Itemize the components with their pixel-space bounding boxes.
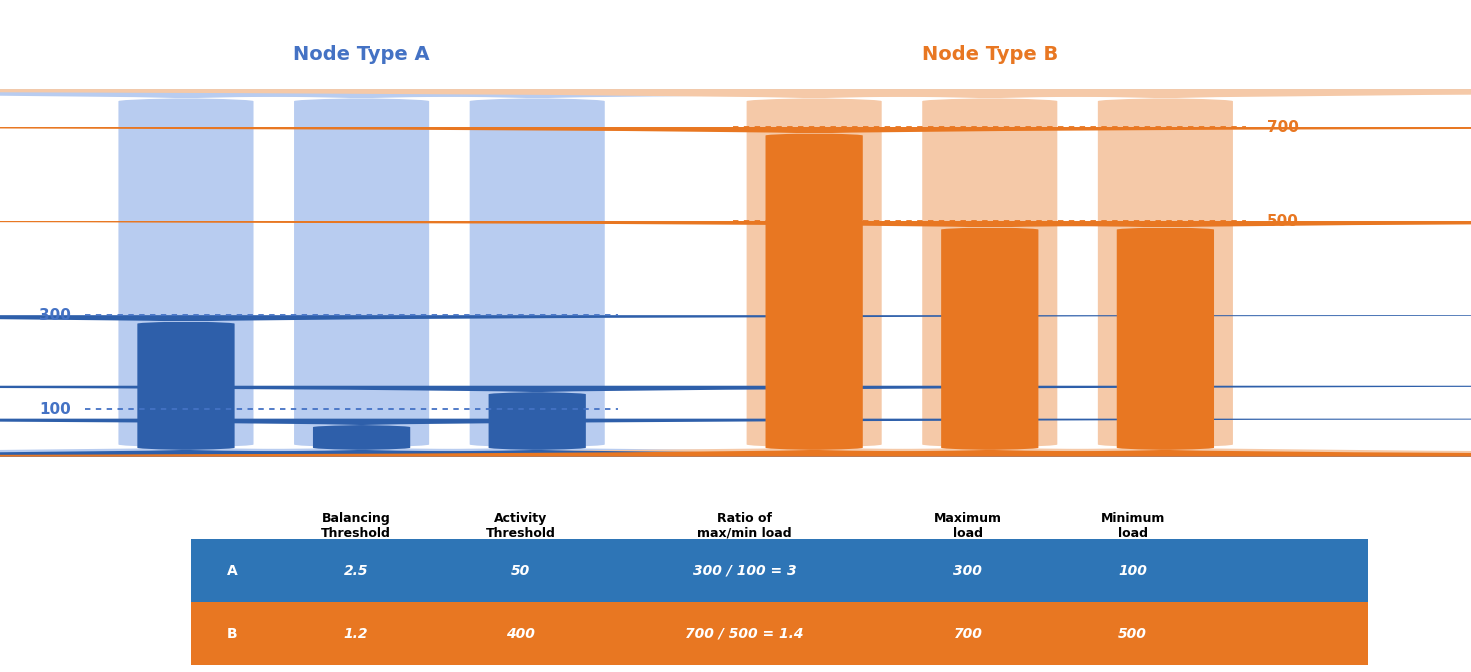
FancyBboxPatch shape: [0, 315, 1471, 456]
Text: Node Type B: Node Type B: [922, 44, 1058, 64]
FancyBboxPatch shape: [0, 89, 1471, 456]
Text: 400: 400: [506, 627, 535, 641]
FancyBboxPatch shape: [0, 89, 1471, 456]
Text: Balancing
Threshold: Balancing Threshold: [321, 511, 391, 540]
FancyBboxPatch shape: [0, 89, 1471, 456]
Text: Maximum
load: Maximum load: [934, 511, 1002, 540]
FancyBboxPatch shape: [0, 221, 1471, 456]
Text: B: B: [227, 627, 238, 641]
Text: 500: 500: [1267, 214, 1299, 228]
Text: Minimum
load: Minimum load: [1100, 511, 1165, 540]
FancyBboxPatch shape: [0, 419, 1471, 456]
Text: 700: 700: [953, 627, 983, 641]
FancyBboxPatch shape: [0, 386, 1471, 456]
FancyBboxPatch shape: [0, 221, 1471, 456]
Text: 300: 300: [40, 308, 71, 323]
FancyBboxPatch shape: [0, 89, 1471, 456]
Text: 2.5: 2.5: [344, 564, 368, 578]
Text: 100: 100: [1118, 564, 1147, 578]
Text: 1.2: 1.2: [344, 627, 368, 641]
Text: A: A: [227, 564, 238, 578]
Text: 500: 500: [1118, 627, 1147, 641]
Text: 700 / 500 = 1.4: 700 / 500 = 1.4: [685, 627, 803, 641]
Bar: [191, 602, 1368, 665]
FancyBboxPatch shape: [0, 127, 1471, 456]
Bar: [191, 540, 1368, 602]
Text: Activity
Threshold: Activity Threshold: [485, 511, 556, 540]
Text: Ratio of
max/min load: Ratio of max/min load: [697, 511, 791, 540]
Text: 700: 700: [1267, 120, 1299, 134]
FancyBboxPatch shape: [0, 89, 1471, 456]
Text: Node Type A: Node Type A: [293, 44, 430, 64]
Text: 100: 100: [40, 402, 71, 417]
Text: 300: 300: [953, 564, 983, 578]
FancyBboxPatch shape: [0, 89, 1471, 456]
Text: 300 / 100 = 3: 300 / 100 = 3: [693, 564, 796, 578]
Text: 50: 50: [510, 564, 531, 578]
